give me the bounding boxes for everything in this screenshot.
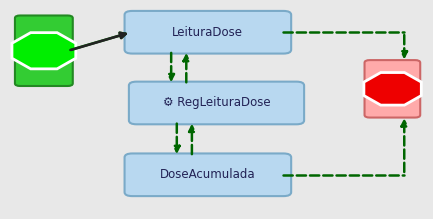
- Polygon shape: [364, 72, 421, 105]
- FancyBboxPatch shape: [125, 154, 291, 196]
- FancyBboxPatch shape: [125, 11, 291, 54]
- Text: LeituraDose: LeituraDose: [172, 26, 243, 39]
- FancyBboxPatch shape: [365, 60, 420, 118]
- Text: DoseAcumulada: DoseAcumulada: [160, 168, 255, 181]
- FancyBboxPatch shape: [129, 82, 304, 124]
- Polygon shape: [12, 33, 76, 69]
- FancyBboxPatch shape: [15, 16, 73, 86]
- Text: ⚙ RegLeituraDose: ⚙ RegLeituraDose: [163, 97, 270, 110]
